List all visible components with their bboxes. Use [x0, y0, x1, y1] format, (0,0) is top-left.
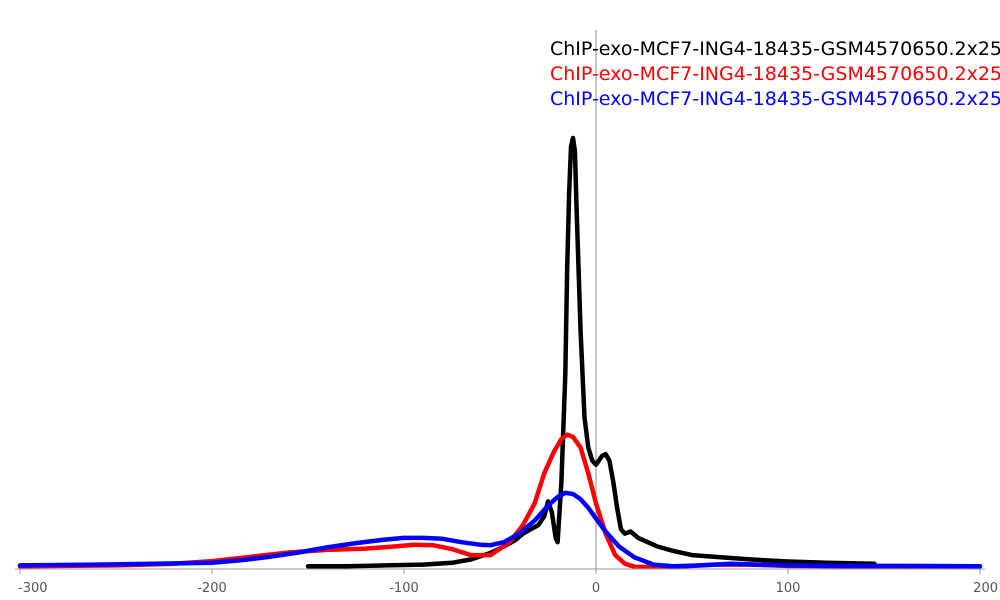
- series-line-1: [305, 135, 877, 569]
- legend-entry-3: ChIP-exo-MCF7-ING4-18435-GSM4570650.2x25…: [550, 88, 1000, 110]
- legend: ChIP-exo-MCF7-ING4-18435-GSM4570650.2x25…: [550, 38, 1000, 110]
- legend-entry-1: ChIP-exo-MCF7-ING4-18435-GSM4570650.2x25…: [550, 38, 1000, 60]
- x-axis: -300 -200 -100 0 100 200: [15, 568, 998, 596]
- x-tick-label: 100: [776, 581, 801, 596]
- x-tick-label: -300: [18, 581, 48, 596]
- series-line-2: [17, 432, 983, 570]
- x-tick-label: 0: [592, 581, 600, 596]
- series-lines: [17, 135, 983, 570]
- legend-entry-2: ChIP-exo-MCF7-ING4-18435-GSM4570650.2x25…: [550, 63, 1000, 85]
- x-tick-label: -200: [197, 581, 227, 596]
- series-line-3: [17, 490, 983, 569]
- x-tick-label: -100: [389, 581, 419, 596]
- x-tick-label: 200: [973, 581, 998, 596]
